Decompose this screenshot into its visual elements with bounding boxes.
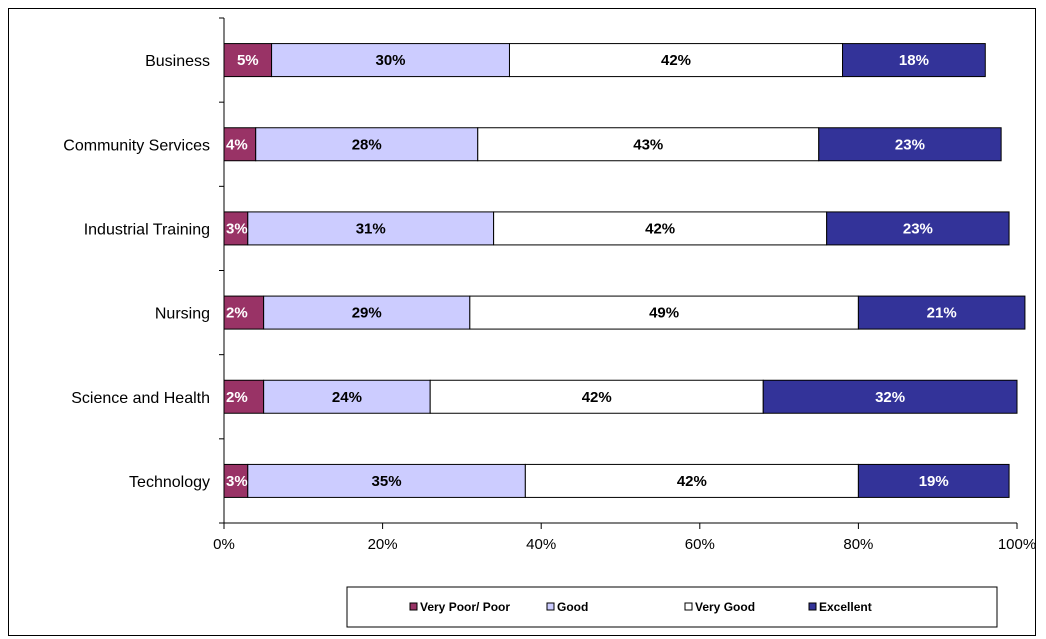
data-label: 28% [352,136,382,153]
bar-segment-technology-excellent [857,463,1010,498]
bar-segment-industrial-training-very-good [493,211,828,246]
bar-segment-science-and-health-very-good [429,379,764,414]
data-label: 23% [903,220,933,237]
bar-segment-science-and-health-excellent [762,379,1018,414]
bar-segment-community-services-good [255,127,479,162]
category-label-business: Business [145,53,210,70]
x-tick-label: 0% [213,536,235,553]
category-label-community-services: Community Services [63,137,210,154]
data-label: 42% [677,473,707,490]
data-label: 3% [226,473,248,490]
bar-segment-industrial-training-excellent [826,211,1010,246]
bar-segment-business-excellent [842,43,986,78]
bar-segment-industrial-training-good [247,211,495,246]
data-label: 4% [226,136,248,153]
data-label: 2% [226,305,248,322]
bar-segment-science-and-health-very-poor-poor [223,379,265,414]
x-tick-label: 60% [685,536,715,553]
x-tick-label: 40% [526,536,556,553]
legend-label-excellent: Excellent [819,600,872,614]
data-label: 30% [376,52,406,69]
bar-segment-nursing-good [263,295,471,330]
legend-label-very-good: Very Good [695,600,755,614]
data-label: 43% [633,136,663,153]
legend-label-good: Good [557,600,588,614]
data-label: 49% [649,305,679,322]
data-label: 2% [226,389,248,406]
data-label: 42% [645,220,675,237]
data-label: 31% [356,220,386,237]
bar-segment-science-and-health-good [263,379,431,414]
data-label: 42% [582,389,612,406]
bar-segment-community-services-very-good [477,127,820,162]
data-label: 21% [927,305,957,322]
data-label: 42% [661,52,691,69]
legend-swatch-good [546,602,555,611]
bar-segment-nursing-very-good [469,295,859,330]
data-label: 18% [899,52,929,69]
legend-label-very-poor-poor: Very Poor/ Poor [420,600,510,614]
bar-segment-nursing-excellent [857,295,1026,330]
bar-segment-community-services-excellent [818,127,1002,162]
data-label: 3% [226,220,248,237]
category-label-industrial-training: Industrial Training [84,221,210,238]
legend-swatch-very-good [684,602,693,611]
data-label: 24% [332,389,362,406]
data-label: 29% [352,305,382,322]
legend-swatch-very-poor-poor [409,602,418,611]
bar-segment-technology-good [247,463,526,498]
data-label: 5% [237,52,259,69]
x-tick-label: 20% [368,536,398,553]
bar-segment-business-very-poor-poor [223,43,273,78]
data-label: 19% [919,473,949,490]
legend-swatch-excellent [808,602,817,611]
data-label: 23% [895,136,925,153]
data-label: 32% [875,389,905,406]
x-tick-label: 80% [843,536,873,553]
legend [346,586,998,628]
x-tick-label: 100% [998,536,1036,553]
category-label-nursing: Nursing [155,306,210,323]
bar-segment-business-good [271,43,510,78]
data-label: 35% [372,473,402,490]
category-label-science-and-health: Science and Health [71,390,210,407]
category-label-technology: Technology [129,474,210,491]
